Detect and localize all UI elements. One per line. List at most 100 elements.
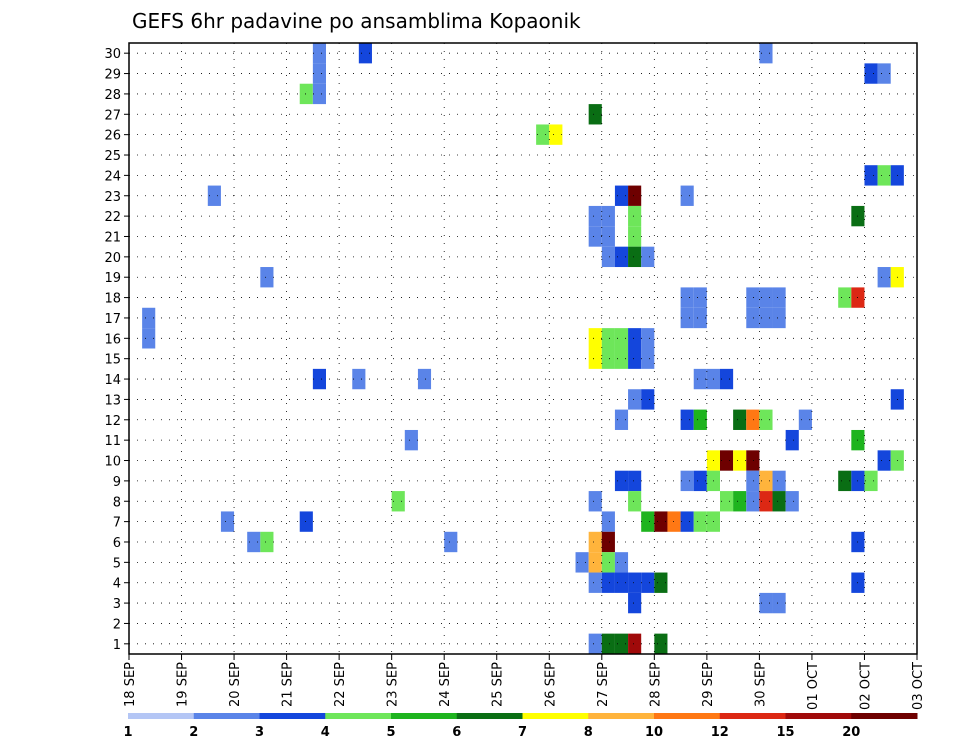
precip-cell: [693, 287, 707, 308]
colorbar-swatch: [193, 713, 260, 719]
precip-cell: [312, 63, 326, 84]
precip-cell: [693, 470, 707, 492]
y-tick-label: 28: [104, 88, 121, 103]
precip-cell: [864, 165, 878, 186]
x-axis: 18 SEP 19 SEP 20 SEP 21 SEP 22 SEP 23 SEP 24 S…: [123, 654, 926, 710]
colorbar-label: 3: [255, 725, 264, 740]
colorbar-label: 1: [123, 725, 132, 740]
y-tick-label: 7: [113, 516, 121, 531]
precip-cell: [601, 572, 615, 593]
precip-cell: [641, 246, 655, 268]
grid-lines: [128, 43, 918, 654]
precip-cell: [746, 307, 760, 329]
x-tick-label: 25 SEP: [491, 662, 506, 707]
precip-cell: [680, 511, 694, 532]
precip-cell: [588, 491, 602, 512]
precip-cell: [549, 124, 563, 145]
y-tick-label: 18: [104, 292, 121, 307]
precip-cell: [614, 470, 629, 492]
precip-cell: [759, 409, 773, 430]
y-tick-label: 12: [104, 414, 121, 429]
precip-cell: [759, 43, 773, 64]
y-tick-label: 11: [104, 434, 121, 449]
precip-cell: [588, 633, 602, 654]
precip-cell: [772, 491, 786, 512]
precip-cell: [588, 572, 602, 593]
y-tick-label: 17: [104, 312, 121, 327]
x-tick-label: 27 SEP: [596, 662, 611, 707]
precip-cell: [838, 470, 852, 492]
y-tick-label: 4: [113, 577, 121, 592]
precip-cell: [772, 287, 786, 308]
precip-cell: [746, 287, 760, 308]
colorbar-swatch: [456, 713, 523, 719]
x-tick-label: 22 SEP: [333, 662, 348, 707]
precip-cell: [601, 511, 615, 532]
colorbar-swatch: [391, 713, 458, 719]
precip-cell: [260, 531, 274, 553]
chart-title: GEFS 6hr padavine po ansamblima Kopaonik: [132, 9, 581, 33]
y-axis: 1234567891011121314151617181920212223242…: [104, 47, 129, 653]
precip-cell: [654, 633, 668, 654]
precip-cell: [693, 409, 707, 430]
precip-cell: [628, 205, 642, 227]
precip-cell: [680, 287, 694, 308]
x-tick-label: 01 OCT: [806, 662, 821, 710]
colorbar-swatch: [719, 713, 786, 719]
precip-cell: [877, 450, 891, 471]
precip-cell: [536, 124, 550, 145]
colorbar-label: 20: [842, 725, 860, 740]
precip-cell: [614, 633, 629, 654]
y-tick-label: 22: [104, 210, 121, 225]
colorbar-label: 5: [386, 725, 395, 740]
precip-cell: [588, 226, 602, 247]
precip-cell: [142, 307, 156, 329]
precip-cell: [733, 491, 747, 512]
precip-cell: [746, 491, 760, 512]
y-tick-label: 27: [104, 108, 121, 123]
precip-cell: [352, 368, 366, 390]
precip-cell: [628, 185, 642, 206]
y-tick-label: 15: [104, 353, 121, 368]
precip-cell: [588, 205, 602, 227]
precip-cell: [641, 348, 655, 369]
precip-cell: [614, 246, 629, 268]
colorbar-label: 6: [452, 725, 461, 740]
precip-cell: [260, 267, 274, 288]
precip-cell: [614, 409, 629, 430]
precip-cell: [391, 491, 405, 512]
precip-cell: [299, 511, 313, 532]
precip-cell: [772, 470, 786, 492]
precip-cell: [247, 531, 261, 553]
precip-cell: [628, 470, 642, 492]
precip-cell: [588, 348, 602, 369]
precip-cell: [720, 368, 734, 390]
precip-cell: [601, 226, 615, 247]
y-tick-label: 26: [104, 129, 121, 144]
precip-cell: [654, 511, 668, 532]
precip-cell: [614, 328, 629, 349]
precip-cell: [299, 83, 313, 105]
precip-cell: [641, 511, 655, 532]
precip-cell: [601, 328, 615, 349]
precip-cell: [746, 409, 760, 430]
precip-cell: [680, 409, 694, 430]
precip-cell: [798, 409, 812, 430]
precip-cell: [601, 633, 615, 654]
y-tick-label: 21: [104, 230, 121, 245]
precip-cell: [680, 470, 694, 492]
precip-cell: [759, 592, 773, 614]
y-tick-label: 9: [113, 475, 121, 490]
precip-cell: [628, 226, 642, 247]
precip-cell: [417, 368, 432, 390]
precip-cell: [601, 348, 615, 369]
precip-cell: [628, 633, 642, 654]
colorbar-label: 8: [584, 725, 593, 740]
precip-cell: [693, 511, 707, 532]
y-tick-label: 5: [113, 556, 121, 571]
precip-cell: [877, 267, 891, 288]
x-tick-label: 24 SEP: [438, 662, 453, 707]
precip-cell: [759, 491, 773, 512]
y-tick-label: 16: [104, 332, 121, 347]
